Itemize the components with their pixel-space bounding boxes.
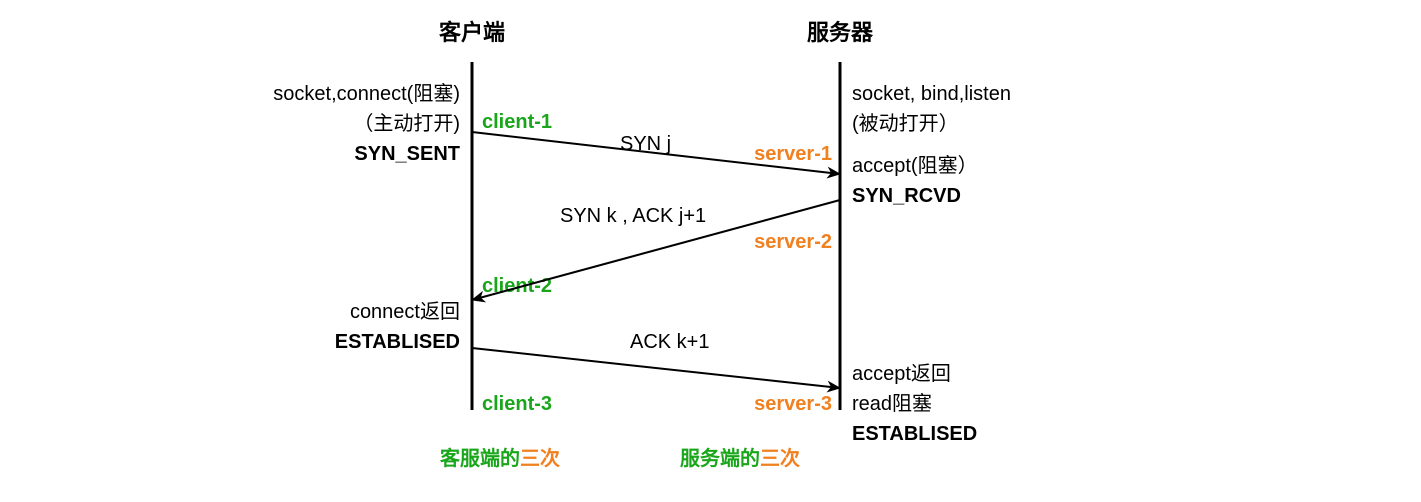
client-label: （主动打开) — [353, 112, 460, 135]
footer-prefix: 服务端的 — [680, 446, 760, 470]
client-label: socket,connect(阻塞) — [273, 82, 460, 105]
server-label: read阻塞 — [852, 392, 932, 415]
client-marker: client-3 — [482, 393, 552, 415]
message-label: ACK k+1 — [630, 331, 709, 353]
client-label: connect返回 — [350, 300, 460, 323]
tcp-handshake-diagram: 客户端 服务器 socket,connect(阻塞) （主动打开) SYN_SENTco… — [0, 0, 1421, 502]
server-title: 服务器 — [807, 20, 874, 45]
message-arrow — [472, 348, 840, 388]
server-label: ESTABLISED — [852, 423, 977, 445]
message-label: SYN j — [620, 133, 671, 155]
server-label: SYN_RCVD — [852, 185, 961, 207]
server-label: (被动打开） — [852, 112, 959, 135]
client-label: SYN_SENT — [354, 143, 460, 165]
footer-server: 服务端的三次 — [680, 446, 800, 470]
client-marker: client-1 — [482, 111, 552, 133]
server-label: accept(阻塞） — [852, 154, 978, 177]
message-label: SYN k , ACK j+1 — [560, 205, 706, 227]
server-marker: server-3 — [754, 393, 832, 415]
client-label: ESTABLISED — [335, 331, 460, 353]
footer-highlight: 三次 — [760, 446, 800, 470]
server-label: accept返回 — [852, 362, 951, 385]
footer-prefix: 客服端的 — [439, 446, 520, 470]
footer-client: 客服端的三次 — [439, 446, 560, 470]
server-marker: server-1 — [754, 143, 832, 165]
server-label: socket, bind,listen — [852, 83, 1011, 105]
server-marker: server-2 — [754, 231, 832, 253]
footer-highlight: 三次 — [520, 446, 560, 470]
client-title: 客户端 — [439, 20, 505, 45]
